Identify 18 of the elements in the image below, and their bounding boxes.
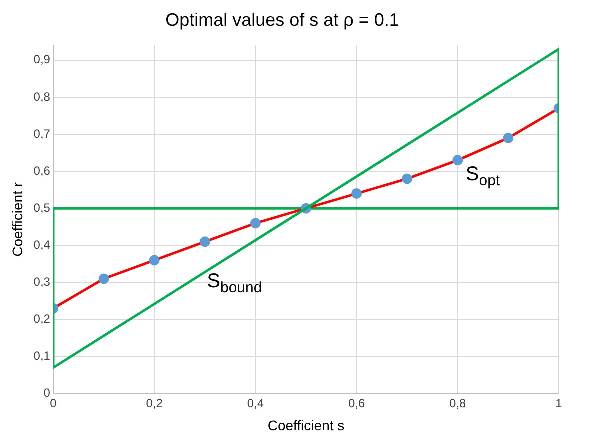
y-tick-label: 0,8: [34, 90, 51, 104]
y-tick-label: 0,3: [34, 274, 51, 289]
y-tick-label: 0,1: [34, 349, 51, 364]
y-tick-label: 0,6: [34, 164, 51, 178]
x-tick-label: 1: [556, 396, 563, 410]
y-tick-label: 0,4: [34, 238, 51, 252]
y-tick-label: 0,7: [34, 126, 51, 141]
x-axis-title: Coefficient s: [268, 417, 345, 434]
x-tick-label: 0,4: [247, 396, 264, 410]
y-tick-label: 0,5: [34, 200, 51, 215]
x-tick-label: 0,6: [348, 396, 366, 410]
y-tick-label: 0,2: [34, 312, 51, 326]
x-tick-label: 0,8: [450, 396, 467, 410]
chart-title: Optimal values of s at ρ = 0.1: [166, 10, 400, 30]
x-tick-label: 0,2: [146, 396, 164, 410]
y-tick-label: 0: [44, 386, 51, 400]
y-axis-title: Coefficient r: [9, 182, 26, 257]
y-tick-label: 0,9: [34, 52, 51, 67]
